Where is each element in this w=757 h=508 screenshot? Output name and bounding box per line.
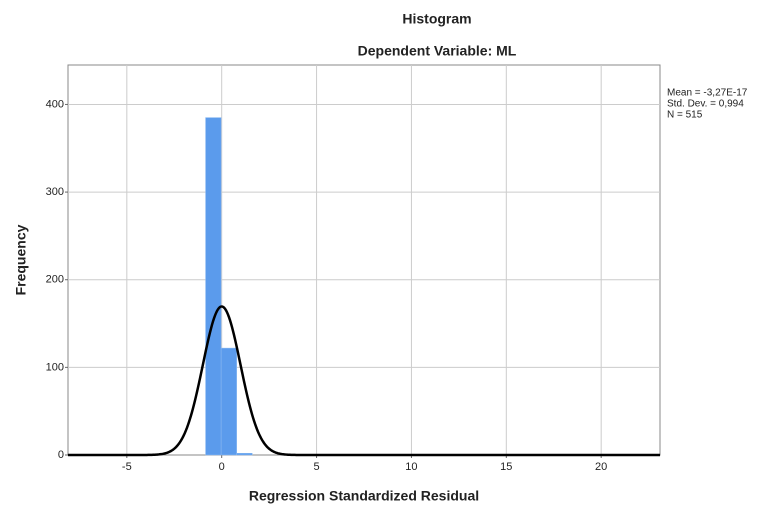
x-tick-label: 0 xyxy=(219,461,225,473)
chart-subtitle: Dependent Variable: ML xyxy=(358,43,517,59)
y-axis-label: Frequency xyxy=(13,224,29,295)
y-tick-label: 0 xyxy=(58,449,64,461)
y-tick-label: 300 xyxy=(46,186,64,198)
stats-text: Std. Dev. = 0,994 xyxy=(667,99,744,110)
bar xyxy=(220,347,237,456)
y-tick-label: 400 xyxy=(46,98,64,110)
x-tick-label: 10 xyxy=(405,461,417,473)
stats-text: Mean = -3,27E-17 xyxy=(667,88,748,99)
bar xyxy=(236,452,253,456)
x-axis-label: Regression Standardized Residual xyxy=(249,488,479,504)
x-tick-label: 20 xyxy=(595,461,607,473)
normal-curve xyxy=(68,305,660,457)
x-tick-label: -5 xyxy=(122,461,132,473)
bar xyxy=(205,117,222,456)
plot-area xyxy=(67,64,661,456)
chart-title: Histogram xyxy=(402,11,471,27)
x-tick-label: 15 xyxy=(500,461,512,473)
y-tick-label: 100 xyxy=(46,361,64,373)
x-tick-label: 5 xyxy=(314,461,320,473)
y-tick-label: 200 xyxy=(46,274,64,286)
stats-text: N = 515 xyxy=(667,110,703,121)
